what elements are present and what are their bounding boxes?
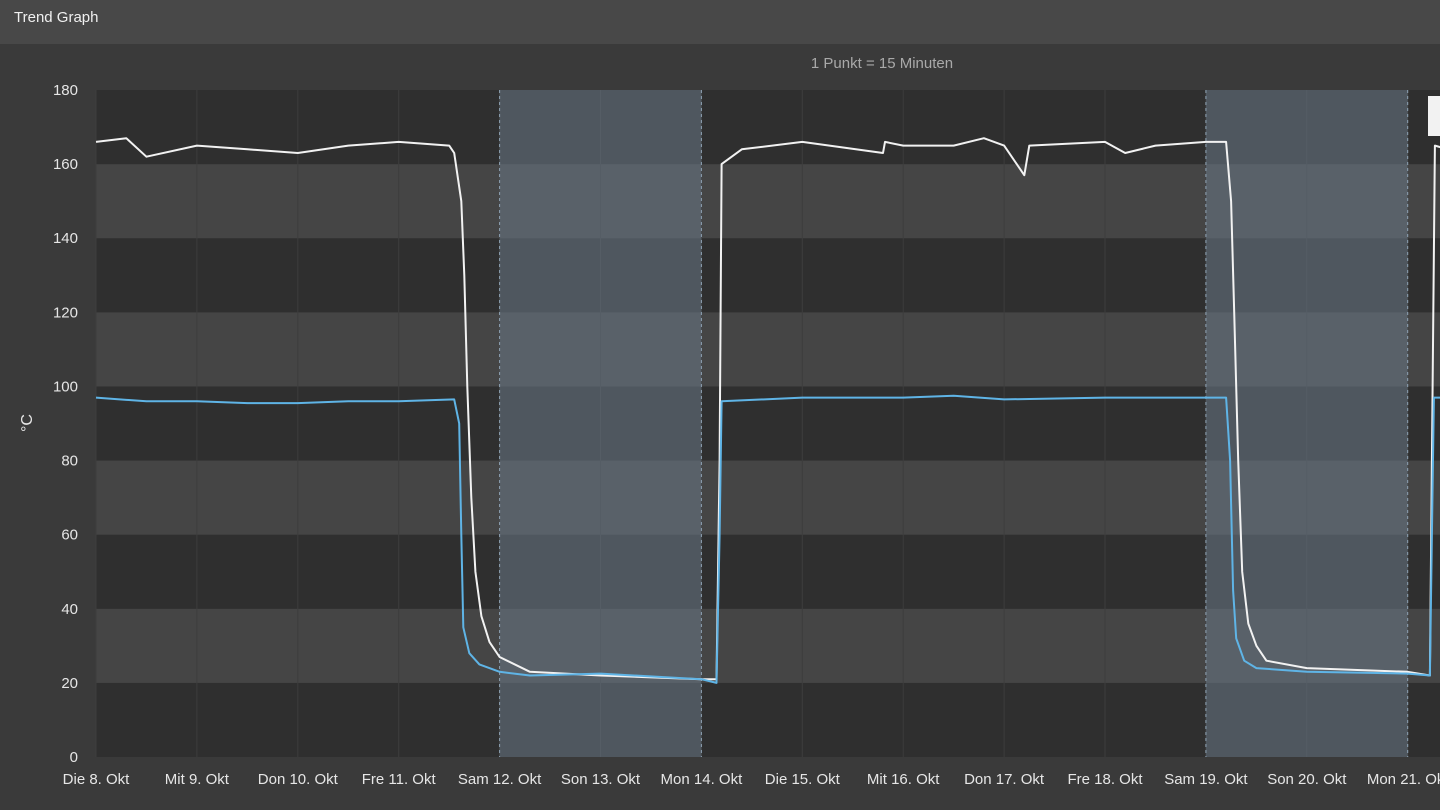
- x-tick-label: Sam 19. Okt: [1164, 771, 1248, 788]
- x-tick-label: Mon 21. Okt: [1367, 771, 1440, 788]
- y-tick-label: 80: [61, 453, 78, 470]
- y-tick-label: 180: [53, 82, 78, 99]
- x-tick-label: Sam 12. Okt: [458, 771, 542, 788]
- y-tick-label: 140: [53, 230, 78, 247]
- y-tick-label: 20: [61, 675, 78, 692]
- x-tick-label: Fre 18. Okt: [1067, 771, 1143, 788]
- y-tick-label: 40: [61, 601, 78, 618]
- x-tick-label: Son 13. Okt: [561, 771, 641, 788]
- x-tick-label: Don 17. Okt: [964, 771, 1045, 788]
- x-tick-label: Son 20. Okt: [1267, 771, 1347, 788]
- y-tick-label: 120: [53, 304, 78, 321]
- x-tick-label: Mit 9. Okt: [165, 771, 230, 788]
- x-tick-label: Mon 14. Okt: [661, 771, 744, 788]
- y-tick-label: 100: [53, 378, 78, 395]
- y-tick-label: 0: [70, 749, 78, 766]
- y-tick-label: 60: [61, 527, 78, 544]
- window-title: Trend Graph: [14, 9, 99, 26]
- weekend-band-0: [499, 90, 702, 757]
- x-tick-label: Die 8. Okt: [63, 771, 131, 788]
- weekend-band-1: [1205, 90, 1408, 757]
- series-line-1: [95, 137, 1440, 681]
- x-tick-label: Mit 16. Okt: [867, 771, 940, 788]
- chart-subtitle: 1 Punkt = 15 Minuten: [810, 55, 954, 72]
- series-line-2: [95, 394, 1440, 684]
- legend-marker: [1428, 96, 1440, 136]
- y-axis-label: °C: [19, 414, 36, 432]
- x-tick-label: Fre 11. Okt: [362, 771, 437, 788]
- y-tick-label: 160: [53, 156, 78, 173]
- x-tick-label: Die 15. Okt: [765, 771, 841, 788]
- x-tick-label: Don 10. Okt: [258, 771, 339, 788]
